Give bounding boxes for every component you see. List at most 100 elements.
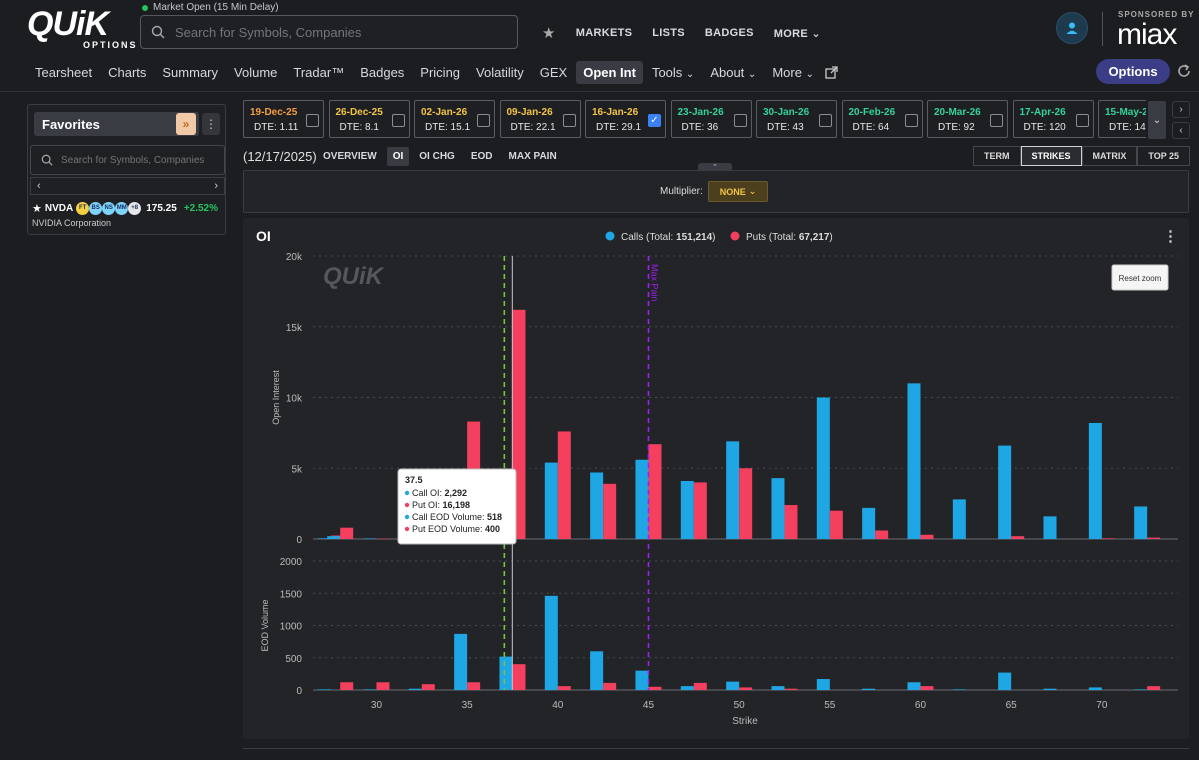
top-search-input[interactable] [175,24,495,40]
badge-ft[interactable]: FT [76,201,90,215]
chevron-left-icon[interactable]: ‹ [37,180,41,192]
oi-put-bar-40[interactable] [557,431,571,539]
expiration-checkbox[interactable] [1075,114,1089,127]
eod-call-bar-27.5[interactable] [318,689,332,690]
expiration-checkbox[interactable] [306,114,319,127]
watchlist-row-nvda[interactable]: ★ NVDA FT BS NS MM +8 175.25 +2.52% [32,199,225,217]
eod-put-bar-35[interactable] [467,682,481,690]
oi-put-bar-65[interactable] [1011,536,1025,539]
oi-call-bar-27.5[interactable] [318,538,332,539]
oi-put-bar-55[interactable] [829,510,843,539]
oi-call-bar-52.5[interactable] [771,478,785,539]
oi-call-bar-47.5[interactable] [680,480,694,539]
oi-call-bar-65[interactable] [998,445,1012,539]
oi-put-bar-50[interactable] [739,468,753,539]
eod-call-bar-32.5[interactable] [408,688,422,690]
nav-badges[interactable]: Badges [360,64,405,80]
expiration-checkbox[interactable] [990,114,1003,127]
top-nav-badges[interactable]: BADGES [704,27,754,39]
expiration-20-feb-26[interactable]: 20-Feb-26 DTE: 64 [841,100,923,138]
legend-calls[interactable]: Calls (Total: 151,214) [621,232,716,243]
top-nav-lists[interactable]: LISTS [652,27,685,39]
oi-put-bar-30[interactable] [376,538,390,540]
eod-put-bar-50[interactable] [739,687,753,690]
eod-put-bar-37.5[interactable] [512,664,526,690]
nav-pricing[interactable]: Pricing [420,64,461,80]
list-options-button[interactable]: ⋮ [202,113,220,135]
oi-put-bar-47.5[interactable] [693,482,707,539]
expiration-23-jan-26[interactable]: 23-Jan-26 DTE: 36 [670,100,752,138]
nav-about[interactable]: About ⌄ [703,61,763,84]
oi-put-bar-42.5[interactable] [603,483,617,539]
legend-marker-calls[interactable] [605,231,615,241]
eod-call-bar-42.5[interactable] [590,651,604,690]
eod-call-bar-67.5[interactable] [1043,688,1057,690]
oi-put-bar-52.5[interactable] [784,505,798,539]
nav-volatility[interactable]: Volatility [476,64,524,80]
expiration-26-dec-25[interactable]: 26-Dec-25 DTE: 8.1 [328,100,410,138]
star-icon[interactable]: ★ [32,202,42,215]
eod-call-bar-37.5[interactable] [499,656,513,690]
oi-call-bar-60[interactable] [907,383,921,539]
oi-put-bar-70[interactable] [1101,538,1115,539]
eod-put-bar-30[interactable] [376,682,390,690]
external-link-icon[interactable] [825,65,838,79]
eod-call-bar-60[interactable] [907,682,921,690]
eod-call-bar-57.5[interactable] [862,688,876,690]
eod-call-bar-40[interactable] [544,595,558,690]
expiration-checkbox[interactable] [904,114,918,127]
chart-menu-icon[interactable]: ⋮ [1163,228,1178,245]
oi-call-bar-42.5[interactable] [590,472,604,539]
oi-call-bar-72.5[interactable] [1134,506,1148,539]
eod-put-bar-32.5[interactable] [421,684,435,690]
eod-call-bar-72.5[interactable] [1134,689,1148,690]
eod-call-bar-70[interactable] [1088,687,1102,690]
eod-put-bar-60[interactable] [920,686,934,690]
expirations-next[interactable]: ‹ [1172,122,1190,139]
expiration-checkbox[interactable]: ✓ [648,114,661,127]
sidebar-search-box[interactable] [30,145,225,175]
subtab-oi[interactable]: OI [386,147,410,166]
expiration-30-jan-26[interactable]: 30-Jan-26 DTE: 43 [756,100,837,138]
expiration-16-jan-26[interactable]: 16-Jan-26 DTE: 29.1 ✓ [585,100,666,138]
nav-volume[interactable]: Volume [234,64,278,80]
expirations-prev[interactable]: › [1172,101,1190,118]
quik-logo[interactable]: QUiK OPTIONS [27,7,136,51]
expiration-19-dec-25[interactable]: 19-Dec-25 DTE: 1.11 [243,100,324,138]
view-term[interactable]: TERM [973,146,1021,166]
eod-call-bar-62.5[interactable] [952,689,966,690]
nav-more[interactable]: More ⌄ [765,61,821,84]
expirations-dropdown[interactable]: ⌄ [1148,101,1166,139]
oi-call-bar-40[interactable] [544,462,558,539]
eod-call-bar-35[interactable] [454,633,468,690]
oi-put-bar-72.5[interactable] [1147,537,1161,539]
subtab-eod[interactable]: EOD [470,151,493,162]
expiration-checkbox[interactable] [477,114,490,127]
eod-call-bar-50[interactable] [726,681,740,690]
legend-marker-puts[interactable] [730,231,740,241]
expiration-20-mar-26[interactable]: 20-Mar-26 DTE: 92 [927,100,1008,138]
expand-button[interactable]: » [176,113,196,135]
top-search-box[interactable] [140,15,518,49]
refresh-icon[interactable] [1176,63,1192,79]
nav-tearsheet[interactable]: Tearsheet [35,64,93,80]
reset-zoom-button[interactable] [1111,264,1169,291]
oi-put-bar-60[interactable] [920,534,934,539]
oi-call-bar-30[interactable] [363,538,377,539]
eod-put-bar-40[interactable] [557,686,571,690]
oi-call-bar-55[interactable] [816,397,830,540]
oi-call-bar-50[interactable] [726,441,740,539]
expiration-checkbox[interactable] [819,114,832,127]
expiration-02-jan-26[interactable]: 02-Jan-26 DTE: 15.1 [414,100,495,138]
sidebar-search-input[interactable] [61,154,221,166]
subtab-overview[interactable]: OVERVIEW [323,151,377,162]
legend-puts[interactable]: Puts (Total: 67,217) [746,232,833,243]
nav-tradar[interactable]: Tradar™ [293,64,345,80]
eod-put-bar-28[interactable] [340,682,354,690]
multiplier-dropdown[interactable]: NONE ⌄ [708,181,768,202]
eod-put-bar-47.5[interactable] [693,682,707,690]
sponsor-logo[interactable]: miax [1117,18,1177,51]
expiration-17-apr-26[interactable]: 17-Apr-26 DTE: 120 [1012,100,1094,138]
eod-put-bar-42.5[interactable] [603,682,617,690]
oi-put-bar-45[interactable] [648,444,662,539]
